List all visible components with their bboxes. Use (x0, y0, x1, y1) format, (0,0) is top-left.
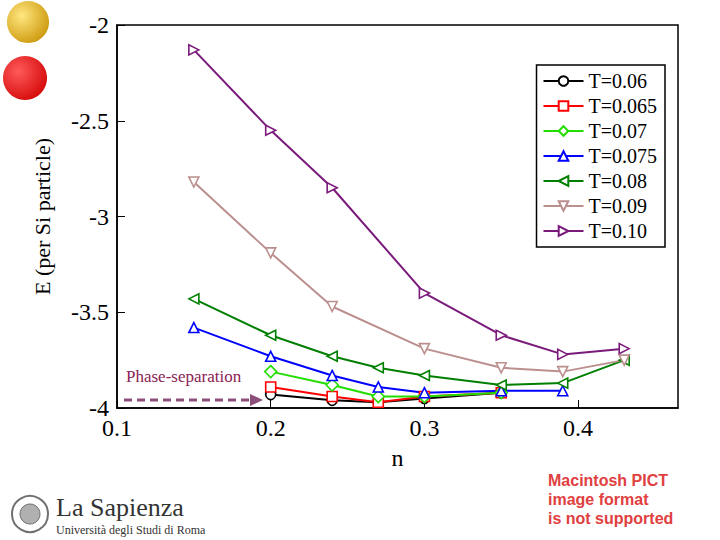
svg-text:is not supported: is not supported (548, 510, 673, 527)
svg-text:T=0.10: T=0.10 (589, 220, 648, 242)
svg-text:E (per Si particle): E (per Si particle) (30, 138, 55, 295)
svg-text:T=0.09: T=0.09 (589, 195, 648, 217)
svg-text:0.3: 0.3 (409, 415, 439, 441)
svg-text:0.1: 0.1 (102, 415, 132, 441)
svg-text:-2.5: -2.5 (71, 108, 109, 134)
svg-text:T=0.075: T=0.075 (589, 145, 658, 167)
svg-text:T=0.06: T=0.06 (589, 70, 648, 92)
svg-text:image format: image format (548, 491, 649, 508)
svg-text:n: n (392, 445, 404, 471)
svg-text:Macintosh PICT: Macintosh PICT (548, 472, 668, 489)
svg-text:-3: -3 (89, 204, 109, 230)
svg-text:T=0.07: T=0.07 (589, 120, 648, 142)
svg-text:-4: -4 (89, 395, 109, 421)
svg-text:T=0.08: T=0.08 (589, 170, 648, 192)
svg-text:Università degli Studi di Roma: Università degli Studi di Roma (56, 523, 206, 537)
svg-text:T=0.065: T=0.065 (589, 95, 658, 117)
svg-text:0.2: 0.2 (256, 415, 286, 441)
svg-text:-3.5: -3.5 (71, 299, 109, 325)
svg-text:Phase-separation: Phase-separation (126, 367, 242, 386)
svg-text:0.4: 0.4 (563, 415, 593, 441)
svg-text:La Sapienza: La Sapienza (56, 493, 184, 522)
svg-text:-2: -2 (89, 12, 109, 38)
